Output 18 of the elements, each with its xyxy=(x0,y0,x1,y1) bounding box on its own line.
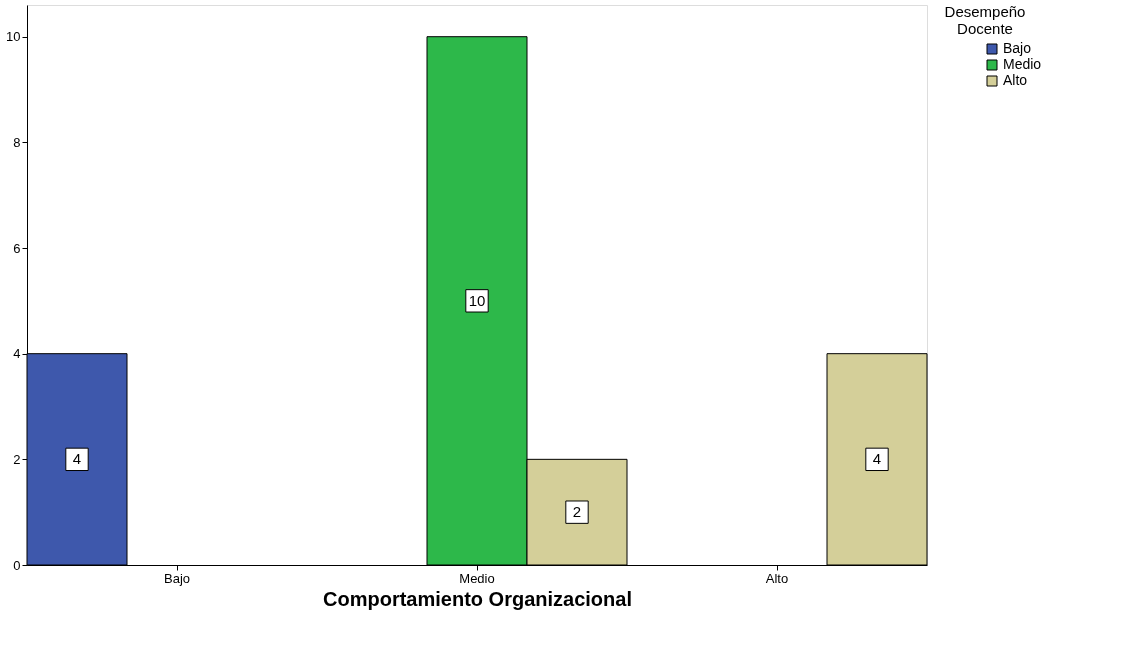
x-tick-label: Medio xyxy=(459,570,495,586)
y-tick-label: 4 xyxy=(13,346,21,362)
legend-label: Alto xyxy=(1003,72,1028,88)
x-tick-label: Alto xyxy=(765,570,789,586)
y-tick-label: 8 xyxy=(13,134,21,150)
y-tick-label: 2 xyxy=(13,451,21,467)
legend-title: Desempeño Docente xyxy=(944,3,1026,37)
legend-label: Medio xyxy=(1003,56,1042,72)
legend-label: Bajo xyxy=(1003,40,1032,56)
data-label: 10 xyxy=(468,291,486,309)
x-axis-title: Comportamiento Organizacional xyxy=(323,587,632,610)
y-tick-label: 0 xyxy=(13,557,21,573)
data-label: 4 xyxy=(872,450,882,468)
data-label: 2 xyxy=(572,503,582,521)
data-label: 4 xyxy=(72,450,82,468)
y-tick-label: 10 xyxy=(6,29,21,45)
y-tick-label: 6 xyxy=(13,240,21,256)
x-tick-label: Bajo xyxy=(163,570,191,586)
